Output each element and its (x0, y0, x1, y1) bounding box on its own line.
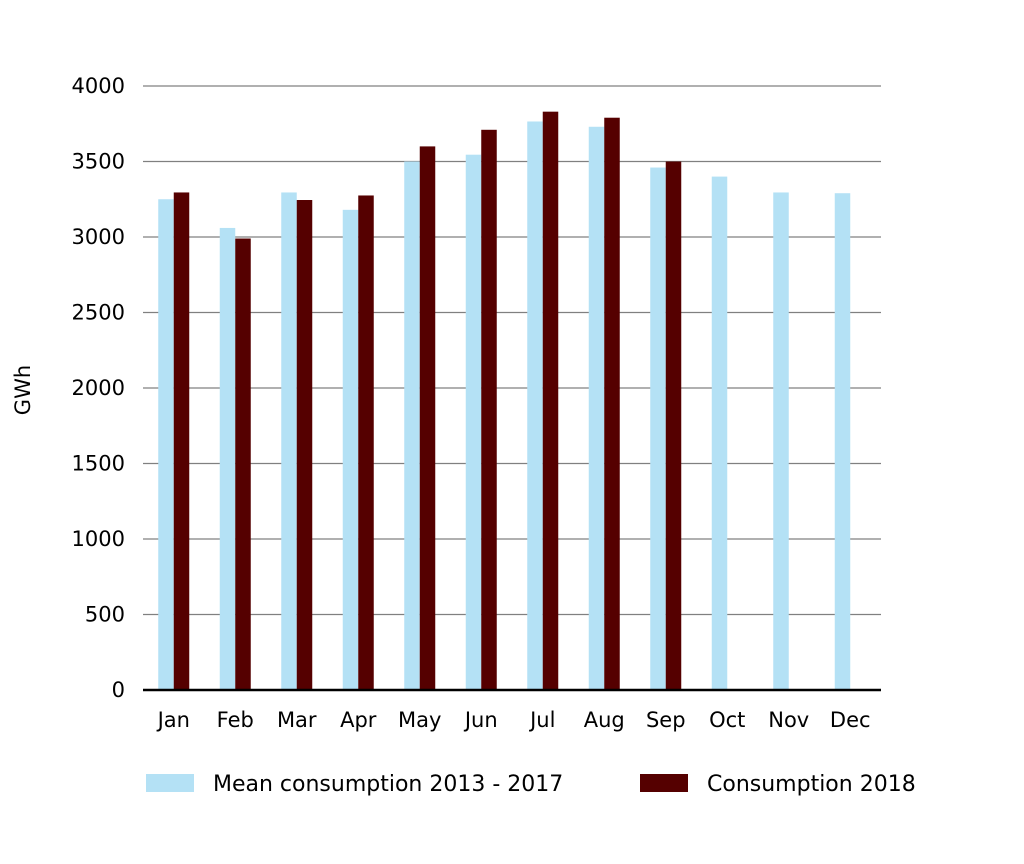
x-tick-label: Jul (528, 708, 555, 732)
legend-swatch-mean (146, 774, 194, 792)
bar-2018-jul (542, 111, 559, 691)
y-tick-label: 3500 (72, 150, 125, 174)
y-tick-label: 0 (112, 678, 125, 702)
bar-2018-jan (173, 192, 190, 690)
legend: Mean consumption 2013 - 2017 Consumption… (146, 772, 916, 797)
bar-mean-jul (527, 121, 543, 691)
legend-label-2018: Consumption 2018 (707, 772, 916, 797)
x-tick-label: Oct (709, 708, 745, 732)
bar-mean-mar (281, 192, 297, 690)
bar-mean-aug (588, 126, 605, 690)
x-tick-label: Feb (217, 708, 254, 732)
x-tick-label: Dec (830, 708, 871, 732)
bar-mean-feb (219, 227, 236, 690)
bar-2018-apr (358, 195, 374, 690)
x-tick-labels: Jan Feb Mar Apr May Jun Jul Aug Sep Oct Nov Dec (156, 708, 871, 732)
x-tick-label: Mar (277, 708, 317, 732)
y-tick-label: 500 (85, 603, 125, 627)
bar-mean-nov (773, 192, 789, 690)
y-tick-label: 3000 (72, 225, 125, 249)
bar-mean-sep (650, 167, 666, 691)
bar-2018-feb (235, 238, 251, 690)
gridlines (143, 85, 881, 616)
bar-2018-mar (296, 200, 313, 690)
bar-mean-oct (711, 176, 728, 691)
x-tick-label: Sep (646, 708, 686, 732)
y-tick-label: 4000 (72, 74, 125, 98)
bar-mean-jun (465, 154, 482, 690)
y-tick-label: 2000 (72, 376, 125, 400)
x-tick-label: May (398, 708, 441, 732)
bar-mean-apr (342, 209, 359, 690)
bar-mean-jan (158, 199, 174, 690)
bar-mean-dec (834, 193, 851, 690)
bar-mean-may (404, 161, 420, 690)
y-tick-labels: 0 500 1000 1500 2000 2500 3000 3500 4000 (72, 74, 125, 702)
bar-2018-jun (481, 129, 497, 691)
x-tick-label: Nov (768, 708, 809, 732)
y-axis-title: GWh (11, 365, 35, 415)
legend-swatch-2018 (640, 774, 688, 792)
x-tick-label: Jan (156, 708, 190, 732)
x-tick-label: Apr (340, 708, 377, 732)
bar-2018-aug (604, 117, 620, 690)
x-tick-label: Aug (584, 708, 625, 732)
bars (158, 111, 851, 691)
bar-2018-sep (665, 161, 682, 690)
bar-2018-may (419, 146, 436, 690)
y-tick-label: 2500 (72, 301, 125, 325)
y-tick-label: 1500 (72, 452, 125, 476)
legend-label-mean: Mean consumption 2013 - 2017 (213, 772, 563, 797)
x-tick-label: Jun (463, 708, 498, 732)
y-tick-label: 1000 (72, 527, 125, 551)
